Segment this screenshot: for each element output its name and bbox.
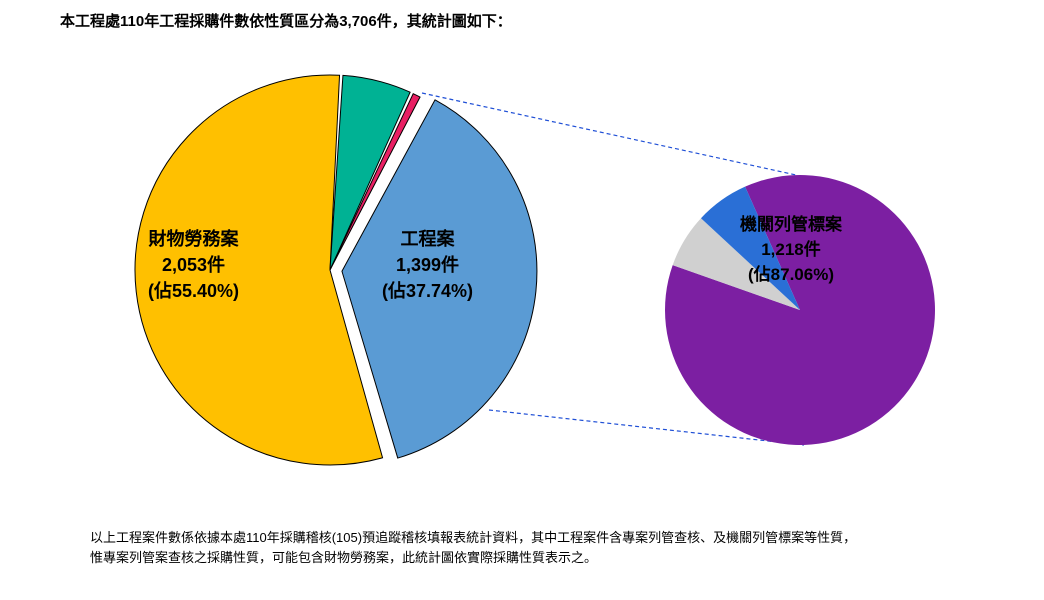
main-slice-label-1: 財物勞務案 2,053件 (佔55.40%) xyxy=(148,225,239,303)
sub-slice-label-0: 機關列管標案 1,218件 (佔87.06%) xyxy=(740,210,842,285)
slice-count: 1,399件 xyxy=(382,251,473,277)
slice-name: 財物勞務案 xyxy=(148,225,239,251)
slice-name: 機關列管標案 xyxy=(740,210,842,235)
footnote-line-2: 惟專案列管案查核之採購性質，可能包含財物勞務案，此統計圖依實際採購性質表示之。 xyxy=(90,550,597,565)
slice-count: 1,218件 xyxy=(740,235,842,260)
slice-pct: (佔87.06%) xyxy=(740,260,842,285)
footnote-line-1: 以上工程案件數係依據本處110年採購稽核(105)預追蹤稽核填報表統計資料，其中… xyxy=(90,530,856,545)
slice-count: 2,053件 xyxy=(148,251,239,277)
chart-footnote: 以上工程案件數係依據本處110年採購稽核(105)預追蹤稽核填報表統計資料，其中… xyxy=(90,528,970,567)
slice-pct: (佔37.74%) xyxy=(382,277,473,303)
slice-pct: (佔55.40%) xyxy=(148,277,239,303)
slice-name: 工程案 xyxy=(382,225,473,251)
chart-title: 本工程處110年工程採購件數依性質區分為3,706件，其統計圖如下： xyxy=(60,10,512,31)
main-slice-label-0: 工程案 1,399件 (佔37.74%) xyxy=(382,225,473,303)
